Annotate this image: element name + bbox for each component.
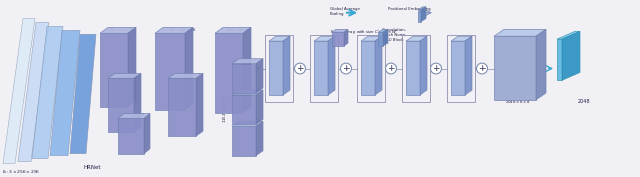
- Bar: [310, 35, 338, 102]
- Polygon shape: [332, 32, 344, 46]
- Circle shape: [294, 63, 305, 74]
- Text: $384\times 8\times 8$: $384\times 8\times 8$: [178, 71, 202, 78]
- Polygon shape: [361, 41, 375, 95]
- Polygon shape: [3, 19, 35, 164]
- Polygon shape: [269, 41, 283, 95]
- Polygon shape: [118, 113, 150, 118]
- Polygon shape: [196, 73, 203, 136]
- Polygon shape: [420, 36, 427, 95]
- Polygon shape: [108, 78, 134, 132]
- Polygon shape: [118, 118, 144, 154]
- Polygon shape: [168, 78, 196, 136]
- Bar: [402, 35, 430, 102]
- Polygon shape: [185, 27, 193, 110]
- Text: HRNet: HRNet: [83, 165, 100, 170]
- Polygon shape: [232, 126, 256, 156]
- Polygon shape: [375, 36, 382, 95]
- Polygon shape: [283, 36, 290, 95]
- Polygon shape: [378, 29, 388, 32]
- Polygon shape: [418, 10, 421, 22]
- Polygon shape: [451, 41, 465, 95]
- Text: $96\times 16\times 16$: $96\times 16\times 16$: [113, 71, 139, 78]
- Polygon shape: [421, 7, 426, 22]
- Polygon shape: [232, 64, 256, 93]
- Polygon shape: [465, 36, 472, 95]
- Text: $384\times 8\times 8$: $384\times 8\times 8$: [122, 112, 146, 118]
- Circle shape: [431, 63, 442, 74]
- Polygon shape: [328, 36, 335, 95]
- Text: $I_b: 3\times 256\times 256$: $I_b: 3\times 256\times 256$: [2, 168, 40, 176]
- Polygon shape: [256, 121, 263, 156]
- Polygon shape: [232, 90, 263, 95]
- Polygon shape: [451, 36, 472, 41]
- Circle shape: [385, 63, 397, 74]
- Text: 2048: 2048: [578, 99, 591, 104]
- Polygon shape: [144, 113, 150, 154]
- Polygon shape: [557, 31, 580, 39]
- Text: $1152\times 8\times 8$: $1152\times 8\times 8$: [221, 97, 228, 123]
- Polygon shape: [32, 26, 63, 159]
- Polygon shape: [378, 32, 383, 46]
- Polygon shape: [494, 36, 536, 100]
- Polygon shape: [562, 31, 580, 80]
- Text: $192\times 16\times 16$: $192\times 16\times 16$: [168, 26, 196, 33]
- Polygon shape: [243, 27, 251, 113]
- Polygon shape: [406, 36, 427, 41]
- Polygon shape: [232, 95, 256, 124]
- Polygon shape: [100, 27, 136, 33]
- Polygon shape: [406, 41, 420, 95]
- Text: $384\times 8\times 8$: $384\times 8\times 8$: [226, 26, 250, 33]
- Text: +: +: [296, 64, 304, 73]
- Polygon shape: [383, 29, 388, 46]
- Polygon shape: [155, 33, 185, 110]
- Polygon shape: [256, 59, 263, 93]
- Bar: [265, 35, 293, 102]
- Circle shape: [340, 63, 351, 74]
- Polygon shape: [418, 7, 426, 10]
- Polygon shape: [134, 73, 141, 132]
- Polygon shape: [50, 30, 80, 156]
- Polygon shape: [256, 90, 263, 124]
- Polygon shape: [314, 41, 328, 95]
- Polygon shape: [232, 121, 263, 126]
- Polygon shape: [168, 73, 203, 78]
- Text: Global Average
Pooling: Global Average Pooling: [330, 7, 360, 16]
- Text: $96\times 32\times 32$: $96\times 32\times 32$: [109, 26, 135, 33]
- Polygon shape: [18, 22, 49, 161]
- Circle shape: [477, 63, 488, 74]
- Bar: [357, 35, 385, 102]
- Text: $2048\times 8\times 8$: $2048\times 8\times 8$: [505, 98, 531, 105]
- Polygon shape: [215, 27, 251, 33]
- Polygon shape: [232, 59, 263, 64]
- Text: +: +: [478, 64, 486, 73]
- Text: Feature map with size $C'\times H'\times W'$: Feature map with size $C'\times H'\times…: [330, 28, 399, 36]
- Polygon shape: [332, 29, 348, 32]
- Text: Positional Embedding: Positional Embedding: [388, 7, 431, 11]
- Text: +: +: [342, 64, 349, 73]
- Polygon shape: [344, 29, 348, 46]
- Polygon shape: [128, 27, 136, 107]
- Polygon shape: [536, 29, 546, 100]
- Polygon shape: [100, 33, 128, 107]
- Text: +: +: [387, 64, 395, 73]
- Text: Convolution,
Batch Norm,
ReLU Block: Convolution, Batch Norm, ReLU Block: [382, 28, 407, 42]
- Polygon shape: [314, 36, 335, 41]
- Polygon shape: [215, 33, 243, 113]
- Bar: [447, 35, 475, 102]
- Polygon shape: [361, 36, 382, 41]
- Polygon shape: [70, 34, 96, 154]
- Polygon shape: [155, 27, 193, 33]
- Polygon shape: [269, 36, 290, 41]
- Polygon shape: [494, 29, 546, 36]
- Text: +: +: [432, 64, 440, 73]
- Polygon shape: [557, 39, 562, 80]
- Polygon shape: [108, 73, 141, 78]
